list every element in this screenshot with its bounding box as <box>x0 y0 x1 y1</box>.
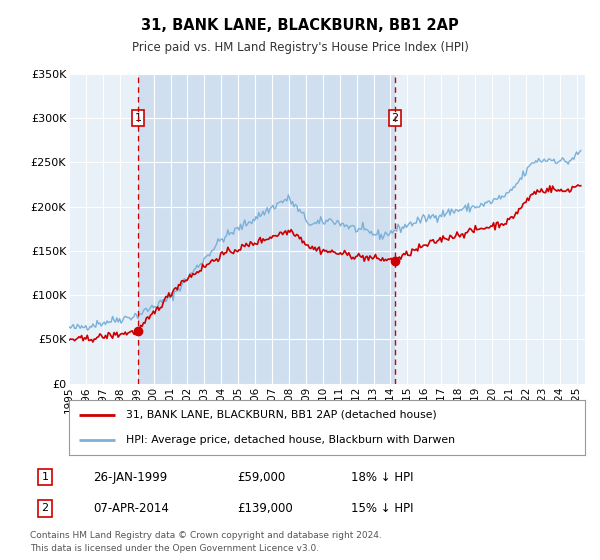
Text: £59,000: £59,000 <box>237 470 285 484</box>
Text: 2: 2 <box>391 113 398 123</box>
Text: £139,000: £139,000 <box>237 502 293 515</box>
Text: HPI: Average price, detached house, Blackburn with Darwen: HPI: Average price, detached house, Blac… <box>126 435 455 445</box>
Text: 26-JAN-1999: 26-JAN-1999 <box>93 470 167 484</box>
Text: 1: 1 <box>41 472 49 482</box>
Text: This data is licensed under the Open Government Licence v3.0.: This data is licensed under the Open Gov… <box>30 544 319 553</box>
Text: 31, BANK LANE, BLACKBURN, BB1 2AP (detached house): 31, BANK LANE, BLACKBURN, BB1 2AP (detac… <box>126 410 437 419</box>
Bar <box>138 74 395 384</box>
Text: 1: 1 <box>134 113 142 123</box>
Text: 18% ↓ HPI: 18% ↓ HPI <box>351 470 413 484</box>
Text: 07-APR-2014: 07-APR-2014 <box>93 502 169 515</box>
Text: Contains HM Land Registry data © Crown copyright and database right 2024.: Contains HM Land Registry data © Crown c… <box>30 531 382 540</box>
Text: 2: 2 <box>41 503 49 514</box>
Text: Price paid vs. HM Land Registry's House Price Index (HPI): Price paid vs. HM Land Registry's House … <box>131 40 469 54</box>
Text: 15% ↓ HPI: 15% ↓ HPI <box>351 502 413 515</box>
Text: 31, BANK LANE, BLACKBURN, BB1 2AP: 31, BANK LANE, BLACKBURN, BB1 2AP <box>141 18 459 32</box>
